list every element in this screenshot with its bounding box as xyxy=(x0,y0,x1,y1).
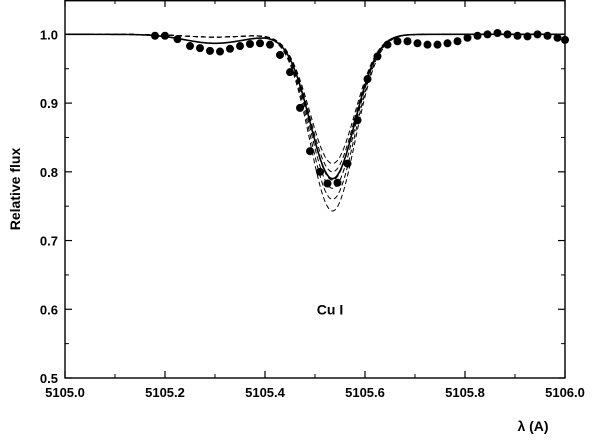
observed-point xyxy=(216,47,224,56)
observed-point xyxy=(553,33,562,42)
y-tick-label: 0.6 xyxy=(40,302,58,317)
observed-point xyxy=(196,44,204,53)
observed-point xyxy=(286,68,294,77)
y-tick-label: 0.7 xyxy=(40,234,58,249)
observed-point xyxy=(423,40,432,49)
observed-point xyxy=(363,75,372,84)
observed-point xyxy=(523,32,532,41)
y-tick-label: 1.0 xyxy=(40,27,58,42)
observed-point xyxy=(373,52,382,61)
observed-point xyxy=(306,147,314,156)
observed-point xyxy=(266,40,274,49)
observed-point xyxy=(533,30,542,39)
observed-point xyxy=(323,179,332,188)
observed-point xyxy=(161,31,169,40)
observed-point xyxy=(503,30,512,39)
y-axis-title: Relative flux xyxy=(7,148,23,231)
observed-point xyxy=(343,159,352,168)
observed-point xyxy=(256,39,264,48)
x-tick-label: 5105.8 xyxy=(445,385,485,400)
observed-point xyxy=(433,40,442,49)
observed-point xyxy=(226,44,234,53)
x-axis: 5105.0 5105.2 5105.4 5105.6 5105.8 5106.0 xyxy=(45,0,585,400)
observed-point xyxy=(353,116,362,125)
observed-point xyxy=(453,37,462,46)
observed-point xyxy=(413,39,422,48)
observed-point xyxy=(316,167,324,176)
observed-point xyxy=(483,30,492,39)
y-tick-label: 0.8 xyxy=(40,165,58,180)
observed-point xyxy=(443,39,452,48)
observed-point xyxy=(246,39,254,48)
x-tick-label: 5106.0 xyxy=(545,385,585,400)
observed-point xyxy=(513,31,522,40)
observed-point xyxy=(173,35,182,44)
model-line-dashed xyxy=(65,33,565,212)
line-annotation: Cu I xyxy=(317,301,343,317)
x-axis-title: λ (A) xyxy=(517,418,548,434)
y-tick-label: 0.5 xyxy=(40,371,58,386)
y-tick-label: 0.9 xyxy=(40,96,58,111)
observed-point xyxy=(333,178,342,187)
y-axis: 0.5 0.6 0.7 0.8 0.9 1.0 xyxy=(40,27,565,386)
x-tick-label: 5105.4 xyxy=(245,385,286,400)
x-tick-label: 5105.0 xyxy=(45,385,85,400)
observed-point xyxy=(236,42,244,51)
observed-point xyxy=(151,31,159,40)
observed-point xyxy=(276,50,284,59)
observed-point xyxy=(186,42,194,51)
observed-points xyxy=(151,28,569,188)
x-tick-label: 5105.6 xyxy=(345,385,385,400)
x-tick-label: 5105.2 xyxy=(145,385,185,400)
observed-point xyxy=(493,28,502,37)
observed-point xyxy=(403,37,412,46)
observed-point xyxy=(383,40,392,49)
observed-point xyxy=(463,33,472,42)
observed-point xyxy=(393,37,402,46)
observed-point xyxy=(206,46,214,55)
observed-point xyxy=(473,31,482,40)
observed-point xyxy=(543,31,552,40)
observed-point xyxy=(296,103,304,112)
model-spectra xyxy=(65,33,565,212)
